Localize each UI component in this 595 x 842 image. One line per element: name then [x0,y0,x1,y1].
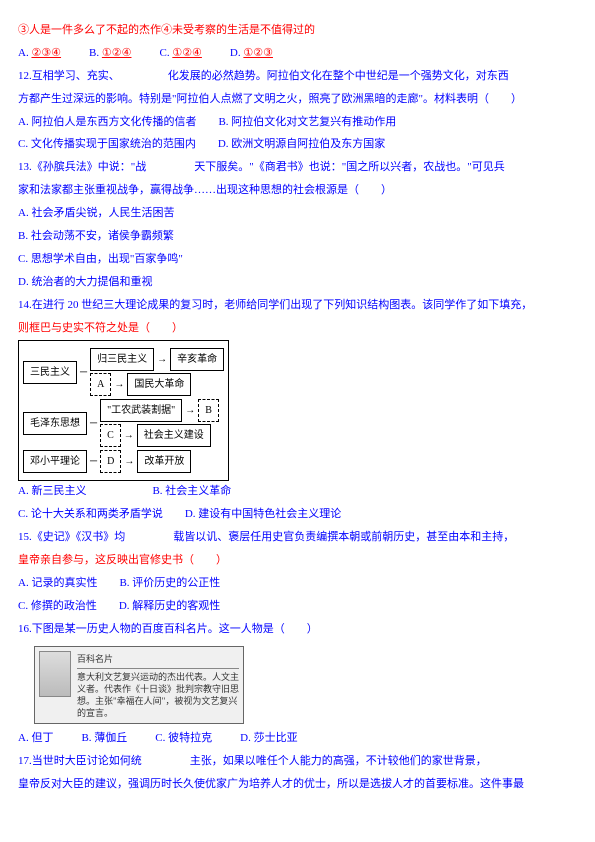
q16-card: 百科名片 意大利文艺复兴运动的杰出代表。人文主义者。代表作《十日谈》批判宗教守旧… [34,646,244,725]
q14-d: D. 建设有中国特色社会主义理论 [185,508,341,520]
card-text: 意大利文艺复兴运动的杰出代表。人文主义者。代表作《十日谈》批判宗教守旧思想。主张… [77,671,239,720]
d-r1-righttop: 辛亥革命 [170,348,224,371]
q15-stem-p1: 15.《史记》《汉书》均 [18,531,125,543]
d-r3-mid: D [100,450,121,473]
q15-ab: A. 记录的真实性 B. 评价历史的公正性 [18,573,577,594]
q15-cd: C. 修撰的政治性 D. 解释历史的客观性 [18,596,577,617]
q12-b: B. 阿拉伯文化对文艺复兴有推动作用 [218,116,396,128]
d-r1-left: 三民主义 [23,361,77,384]
d-r1-midtop: 归三民主义 [90,348,154,371]
q12-stem: 12.互相学习、充实、 化发展的必然趋势。阿拉伯文化在整个中世纪是一个强势文化，对… [18,66,577,87]
q15-b: B. 评价历史的公正性 [119,577,220,589]
q13-stem-p1: 13.《孙膑兵法》中说："战 [18,161,146,173]
d-r2-midbot: C [100,424,121,447]
q13-stem-p2: 天下服矣。"《商君书》也说："国之所以兴者，农战也。"可见兵 [194,161,504,173]
q17-stem-p1: 17.当世时大臣讨论如何统 [18,755,142,767]
q11-d-label: D. [230,47,241,59]
q13-stem-line2: 家和法家都主张重视战争，赢得战争……出现这种思想的社会根源是（ ） [18,180,577,201]
q14-stem-line2: 则框巴与史实不符之处是（ ） [18,318,577,339]
q15-stem-p2: 载皆以讥、褒层任用史官负责编撰本朝或前朝历史，甚至由本和主持， [173,531,514,543]
q17-stem-p2: 主张，如果以唯任个人能力的高强，不计较他们的家世背景， [190,755,487,767]
q13-stem-line1: 13.《孙膑兵法》中说："战 天下服矣。"《商君书》也说："国之所以兴者，农战也。… [18,157,577,178]
q16-c: C. 彼特拉克 [155,728,212,749]
q16-options: A. 但丁 B. 薄伽丘 C. 彼特拉克 D. 莎士比亚 [18,728,577,749]
q16-d: D. 莎士比亚 [240,728,297,749]
q12-stem-line2: 方都产生过深远的影响。特别是"阿拉伯人点燃了文明之火，照亮了欧洲黑暗的走廊"。材… [18,89,577,110]
q12-d: D. 欧洲文明源自阿拉伯及东方国家 [218,138,385,150]
q11-options: A. ②③④ B. ①②④ C. ①②④ D. ①②③ [18,43,577,64]
q14-stem-line1: 14.在进行 20 世纪三大理论成果的复习时，老师给同学们出现了下列知识结构图表… [18,295,577,316]
arrow-icon: → [111,375,127,394]
q11-a: ②③④ [31,47,61,59]
q14-diagram: 三民主义 ─ 归三民主义 → 辛亥革命 A → 国民大革命 毛泽东思想 ─ "工… [18,340,229,481]
portrait-image [39,651,71,697]
q13-d: D. 统治者的大力提倡和重视 [18,272,577,293]
q15-stem-line1: 15.《史记》《汉书》均 载皆以讥、褒层任用史官负责编撰本朝或前朝历史，甚至由本和… [18,527,577,548]
line-top: ③人是一件多么了不起的杰作④未受考察的生活是不值得过的 [18,20,577,41]
q11-b: ①②④ [102,47,132,59]
card-title: 百科名片 [77,651,239,669]
q12-a: A. 阿拉伯人是东西方文化传播的信者 [18,116,196,128]
arrow-icon: ─ [87,414,100,433]
q16-b: B. 薄伽丘 [81,728,127,749]
q11-d: ①②③ [243,47,273,59]
q11-c-label: C. [159,47,169,59]
q12-stem-p2: 化发展的必然趋势。阿拉伯文化在整个中世纪是一个强势文化，对东西 [168,70,509,82]
d-r1-rightbot: 国民大革命 [127,373,191,396]
arrow-icon: ─ [87,452,100,471]
q12-ab: A. 阿拉伯人是东西方文化传播的信者 B. 阿拉伯文化对文艺复兴有推动作用 [18,112,577,133]
d-r2-midtop: "工农武装割据" [100,399,182,422]
q14-cd: C. 论十大关系和两类矛盾学说 D. 建设有中国特色社会主义理论 [18,504,577,525]
q13-a: A. 社会矛盾尖锐，人民生活困苦 [18,203,577,224]
q14-a: A. 新三民主义 [18,485,86,497]
q17-stem-line2: 皇帝反对大臣的建议，强调历时长久使优家广为培养人才的优士，所以是选拔人才的首要标… [18,774,577,795]
arrow-icon: → [182,401,198,420]
q14-b: B. 社会主义革命 [152,485,231,497]
q11-c: ①②④ [172,47,202,59]
q13-c: C. 思想学术自由，出现"百家争鸣" [18,249,577,270]
d-r2-left: 毛泽东思想 [23,412,87,435]
q15-a: A. 记录的真实性 [18,577,97,589]
q11-b-label: B. [89,47,99,59]
q17-stem-line1: 17.当世时大臣讨论如何统 主张，如果以唯任个人能力的高强，不计较他们的家世背景， [18,751,577,772]
arrow-icon: → [121,452,137,471]
q14-c: C. 论十大关系和两类矛盾学说 [18,508,163,520]
q12-cd: C. 文化传播实现于国家统治的范围内 D. 欧洲文明源自阿拉伯及东方国家 [18,134,577,155]
d-r3-left: 邓小平理论 [23,450,87,473]
q16-a: A. 但丁 [18,728,53,749]
arrow-icon: → [121,426,137,445]
q15-d: D. 解释历史的客观性 [119,600,220,612]
arrow-icon: → [154,350,170,369]
arrow-icon: ─ [77,363,90,382]
q12-stem-p1: 12.互相学习、充实、 [18,70,120,82]
q15-c: C. 修撰的政治性 [18,600,97,612]
q11-a-label: A. [18,47,29,59]
q16-stem: 16.下图是某一历史人物的百度百科名片。这一人物是（ ） [18,619,577,640]
d-r3-right: 改革开放 [137,450,191,473]
q13-b: B. 社会动荡不安，诸侯争霸频繁 [18,226,577,247]
q12-c: C. 文化传播实现于国家统治的范围内 [18,138,196,150]
d-r1-midbot: A [90,373,111,396]
d-r2-rightbot: 社会主义建设 [137,424,211,447]
q14-ab: A. 新三民主义 B. 社会主义革命 [18,481,577,502]
d-r2-righttop: B [198,399,219,422]
q15-stem-line2: 皇帝亲自参与，这反映出官修史书（ ） [18,550,577,571]
